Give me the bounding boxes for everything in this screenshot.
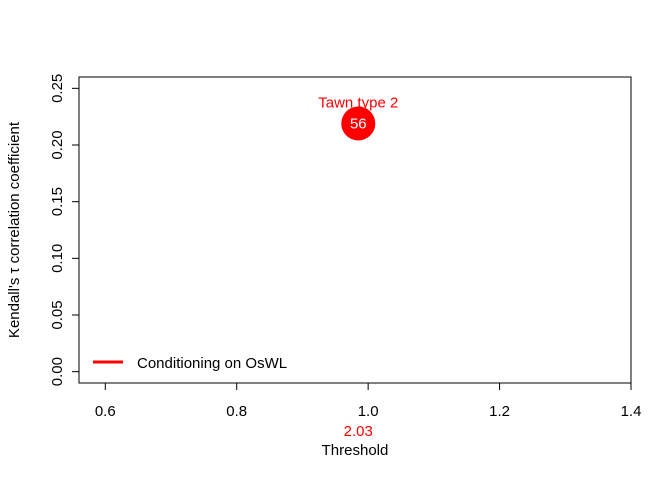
threshold-label: 2.03 (344, 423, 373, 440)
y-axis: 0.00 0.05 0.10 0.15 0.20 0.25 (49, 74, 80, 386)
point-annotation: Tawn type 2 (318, 94, 398, 111)
y-tick-label: 0.00 (49, 357, 66, 386)
x-tick-label: 1.0 (358, 403, 379, 420)
y-tick-label: 0.25 (49, 74, 66, 103)
y-tick-label: 0.15 (49, 187, 66, 216)
legend: Conditioning on OsWL (93, 355, 287, 372)
x-tick-label: 0.8 (226, 403, 247, 420)
y-tick-label: 0.05 (49, 300, 66, 329)
data-point (341, 106, 376, 141)
y-tick-label: 0.20 (49, 130, 66, 159)
x-tick-label: 1.2 (489, 403, 510, 420)
x-tick-label: 1.4 (621, 403, 642, 420)
y-tick-label: 0.10 (49, 244, 66, 273)
x-axis: 0.6 0.8 1.0 1.2 1.4 (95, 382, 642, 420)
x-tick-label: 0.6 (95, 403, 116, 420)
data-points: 56 Tawn type 2 2.03 (318, 94, 398, 440)
legend-label: Conditioning on OsWL (137, 355, 287, 372)
point-label: 56 (350, 115, 367, 132)
x-axis-label: Threshold (322, 442, 389, 459)
y-axis-label: Kendall's τ correlation coefficient (6, 121, 23, 338)
